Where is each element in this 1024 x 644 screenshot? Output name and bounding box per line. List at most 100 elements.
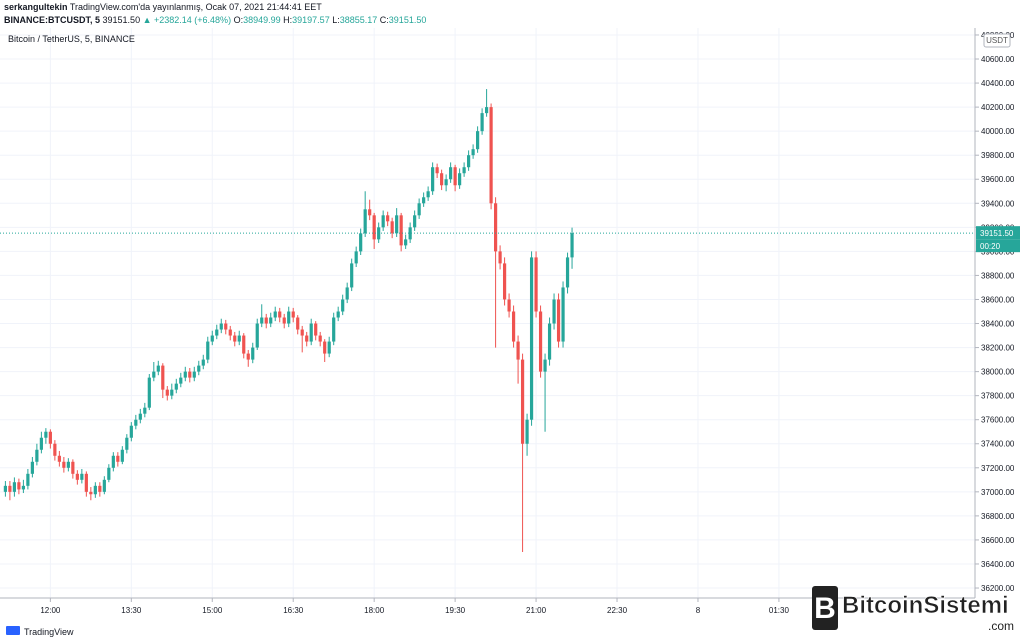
candle-body: [188, 371, 192, 378]
candle-body: [102, 479, 106, 492]
y-tick-label: 39600.00: [981, 175, 1015, 184]
candle-body: [453, 167, 457, 186]
unit-badge: [983, 33, 1011, 48]
ohlc-h-label: H:: [283, 15, 293, 25]
ohlc-o-label: O:: [233, 15, 244, 25]
y-tick-label: 38200.00: [981, 344, 1015, 353]
y-tick-label: 38400.00: [981, 320, 1015, 329]
candle-body: [449, 167, 453, 180]
axis-unit: USDT: [986, 36, 1008, 45]
candle-body: [507, 299, 511, 312]
candle-body: [71, 461, 75, 474]
ohlc-c-label: C:: [379, 15, 389, 25]
candle-body: [98, 485, 102, 492]
candle-body: [278, 311, 282, 318]
price-axis-bg: [975, 28, 1024, 644]
candle-body: [350, 263, 354, 288]
x-tick-label: 16:30: [283, 606, 304, 615]
y-tick-label: 38000.00: [981, 368, 1015, 377]
candle-body: [552, 299, 556, 324]
candle-body: [143, 407, 147, 414]
candle-body: [201, 359, 205, 366]
candle-body: [309, 323, 313, 342]
candle-body: [120, 449, 124, 462]
y-tick-label: 39400.00: [981, 199, 1015, 208]
candle-body: [300, 329, 304, 336]
y-tick-label: 36200.00: [981, 584, 1015, 593]
candle-body: [422, 197, 426, 204]
candle-body: [62, 461, 66, 468]
y-tick-label: 40000.00: [981, 127, 1015, 136]
candle-body: [210, 335, 214, 342]
candle-body: [48, 431, 52, 444]
candle-body: [489, 107, 493, 204]
candle-body: [543, 359, 547, 372]
candle-body: [26, 473, 30, 486]
candle-body: [404, 239, 408, 246]
x-tick-label: 12:00: [40, 606, 61, 615]
candle-body: [165, 389, 169, 396]
candle-body: [89, 491, 93, 495]
candle-body: [35, 449, 39, 462]
y-tick-label: 36600.00: [981, 536, 1015, 545]
candle-body: [197, 365, 201, 372]
countdown-badge: [976, 239, 1020, 253]
candle-body: [93, 485, 97, 495]
candle-body: [520, 359, 525, 444]
candle-body: [228, 329, 232, 336]
x-tick-label: 13:30: [121, 606, 142, 615]
legend-title: Bitcoin / TetherUS, 5, BINANCE: [8, 34, 135, 44]
candle-body: [224, 323, 228, 330]
candle-body: [44, 431, 48, 438]
ohlc-h: 39197.57: [292, 15, 330, 25]
candle-body: [502, 263, 507, 300]
candle-body: [21, 485, 25, 490]
author: serkangultekin: [4, 2, 68, 12]
last-price-badge: [976, 226, 1020, 240]
publish-line: serkangultekin TradingView.com'da yayınl…: [4, 2, 322, 12]
y-tick-label: 39800.00: [981, 151, 1015, 160]
candle-body: [480, 113, 484, 132]
candle-body: [417, 203, 421, 216]
candle-body: [440, 173, 444, 186]
candle-body: [134, 419, 138, 426]
candle-body: [390, 221, 394, 234]
candle-body: [287, 311, 291, 324]
candle-body: [255, 323, 259, 348]
candle-body: [525, 419, 529, 444]
candle-body: [345, 287, 349, 300]
countdown: 00:20: [980, 242, 1001, 251]
candle-body: [547, 323, 552, 360]
candle-body: [179, 377, 183, 384]
candle-body: [264, 317, 268, 324]
candle-body: [444, 179, 448, 186]
x-tick-label: 18:00: [364, 606, 385, 615]
candle-body: [242, 335, 246, 354]
y-tick-label: 40200.00: [981, 103, 1015, 112]
x-tick-label: 19:30: [445, 606, 466, 615]
candle-body: [485, 107, 489, 114]
y-tick-label: 37200.00: [981, 464, 1015, 473]
candle-body: [8, 485, 12, 492]
candle-body: [39, 437, 43, 450]
candle-body: [296, 317, 300, 330]
candle-body: [359, 233, 363, 252]
candle-body: [467, 155, 471, 168]
candle-body: [183, 371, 187, 378]
x-tick-label: 15:00: [202, 606, 223, 615]
candle-body: [565, 257, 570, 288]
candle-body: [12, 482, 16, 492]
y-tick-label: 40600.00: [981, 55, 1015, 64]
candle-body: [246, 353, 250, 360]
last-price-label: 39151.50: [980, 229, 1014, 238]
candle-body: [332, 317, 336, 342]
candle-body: [192, 371, 196, 378]
y-tick-label: 37000.00: [981, 488, 1015, 497]
candle-body: [219, 323, 223, 330]
candle-body: [305, 335, 309, 342]
candle-body: [156, 365, 160, 372]
candle-body: [84, 473, 88, 492]
candle-body: [431, 167, 435, 192]
candle-body: [556, 299, 561, 342]
ohlc-l: 38855.17: [339, 15, 378, 25]
